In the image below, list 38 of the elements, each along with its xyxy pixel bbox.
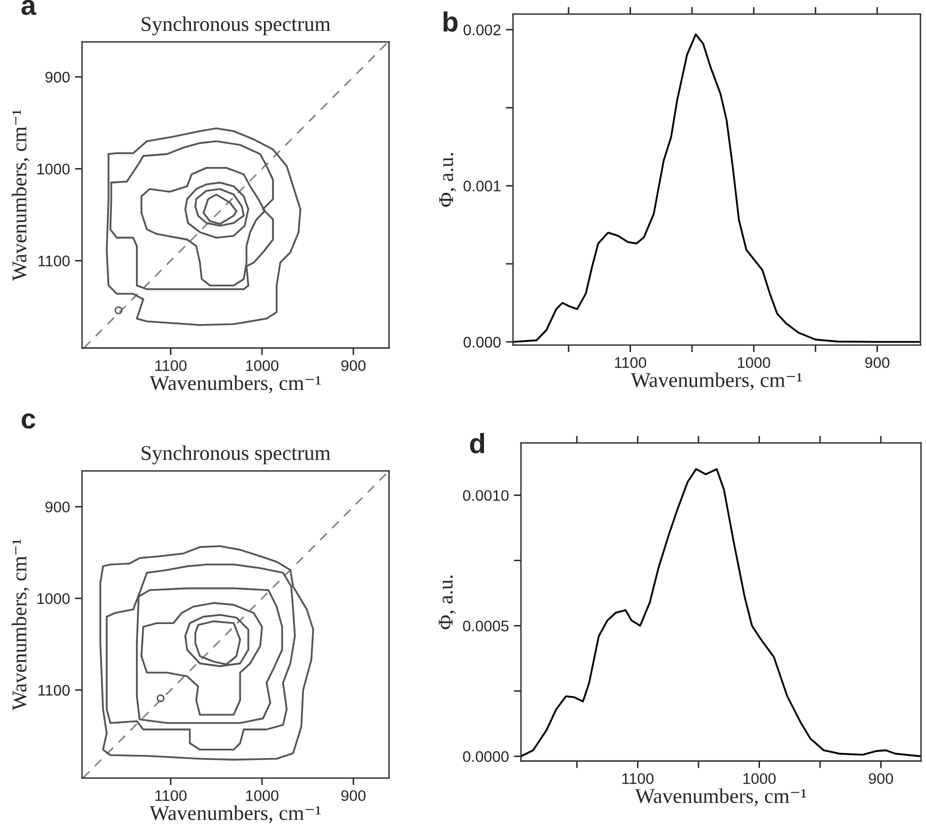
text: d (470, 432, 484, 454)
x-tick-label: 900 (868, 773, 894, 784)
chart-title: Synchronous spectrum (142, 16, 330, 36)
x-tick-label: 900 (341, 790, 366, 802)
y-tick-label: 1000 (37, 593, 70, 604)
x-tick-label: 1100 (155, 360, 186, 372)
x-axis-title: Wavenumbers, cm⁻¹ (150, 375, 321, 394)
y-tick-label: 0.0005 (463, 620, 509, 632)
text: c (22, 413, 36, 429)
x-tick-label: 1000 (743, 773, 776, 784)
x-tick-label: 1000 (738, 357, 770, 368)
chart-title: Synchronous spectrum (142, 445, 330, 464)
x-axis-title: Wavenumbers, cm⁻¹ (635, 788, 806, 806)
x-tick-label: 900 (865, 357, 890, 368)
x-tick-label: 1100 (622, 773, 654, 784)
y-tick-label: 0.000 (464, 336, 501, 348)
y-axis-title: Wavenumbers, cm⁻¹ (12, 110, 30, 281)
y-axis-title: Φ, a.u. (438, 576, 456, 630)
y-axis-title: Wavenumbers, cm⁻¹ (12, 539, 30, 710)
text: b (444, 11, 458, 32)
y-tick-label: 0.0010 (463, 490, 509, 501)
y-tick-label: 0.0000 (463, 751, 509, 762)
y-axis-title: Φ, a.u. (439, 153, 456, 207)
x-tick-label: 1000 (246, 790, 278, 802)
x-axis-title: Wavenumbers, cm⁻¹ (150, 805, 321, 824)
y-tick-label: 1100 (38, 256, 70, 266)
y-tick-label: 900 (45, 502, 70, 512)
y-tick-label: 0.001 (464, 180, 500, 192)
y-tick-label: 1100 (38, 684, 70, 696)
y-tick-label: 0.002 (464, 24, 500, 36)
x-tick-label: 1100 (155, 790, 186, 802)
text: a (21, 0, 36, 16)
x-tick-label: 1000 (246, 360, 278, 372)
x-axis-title: Wavenumbers, cm⁻¹ (630, 372, 802, 390)
x-tick-label: 1100 (615, 357, 646, 368)
y-tick-label: 1000 (37, 164, 70, 174)
y-tick-label: 900 (45, 72, 70, 83)
x-tick-label: 900 (341, 360, 366, 372)
